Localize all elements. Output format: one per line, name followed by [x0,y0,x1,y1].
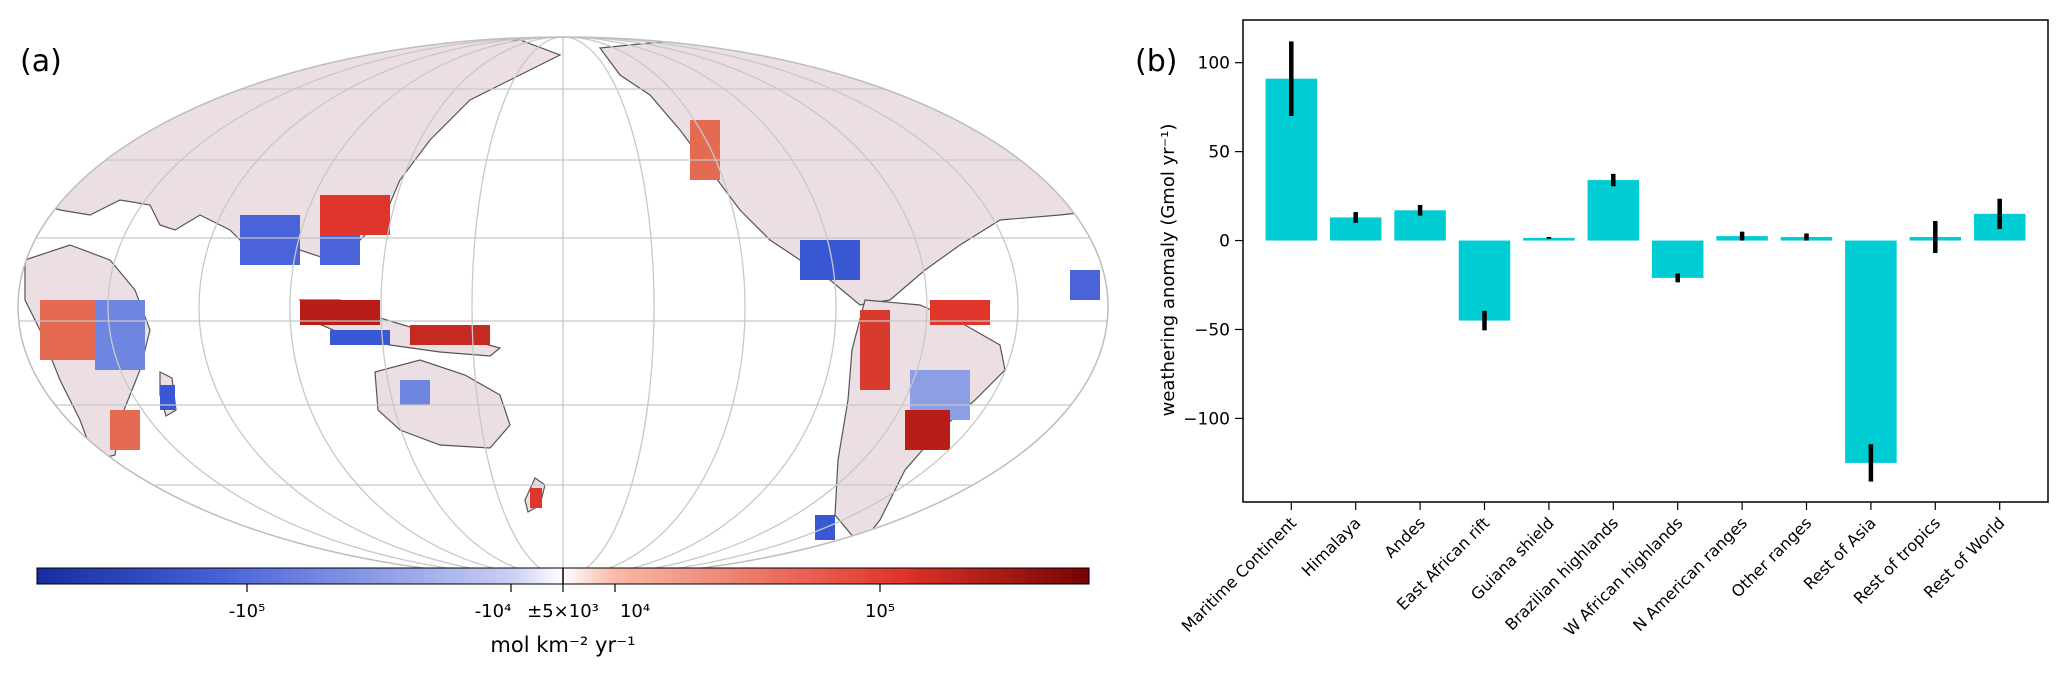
weathering-anomaly-patches [40,120,1100,540]
x-axis-ticks: Maritime Continent Himalaya Andes East A… [1178,502,2009,640]
anomaly-negative [240,215,300,265]
error-bars [1289,41,2002,482]
y-tick-label: 0 [1219,232,1230,252]
colorbar-tick-label: -10⁵ [229,601,266,622]
anomaly-positive [40,300,100,360]
x-tick-label: Himalaya [1298,513,1365,580]
graticule [18,37,1108,577]
x-tick-label: Andes [1381,513,1429,561]
x-tick-label: W African highlands [1560,513,1686,639]
y-tick-label: −50 [1194,320,1230,340]
anomaly-negative [320,235,360,265]
y-axis-label: weathering anomaly (Gmol yr⁻¹) [1158,124,1179,417]
bar [1587,180,1640,241]
y-tick-label: 100 [1198,54,1230,74]
colorbar-tick-label: ±5×10³ [527,601,599,622]
colorbar-tick-label: 10⁵ [865,601,895,622]
colorbar-unit-label: mol km⁻² yr⁻¹ [490,633,635,657]
anomaly-positive [690,120,720,180]
panel-b-label: (b) [1135,44,1177,79]
anomaly-negative [160,385,175,410]
bar [1845,240,1897,463]
bar [1458,240,1511,321]
x-tick-label: N American ranges [1629,513,1751,635]
anomaly-negative [400,380,430,405]
bar [1329,217,1382,241]
anomaly-negative [800,240,860,280]
anomaly-positive [320,195,390,235]
bar [1651,240,1704,278]
y-axis-ticks: 100 50 0 −50 −100 [1183,54,1243,429]
plot-frame [1242,19,2049,503]
y-tick-label: −100 [1183,409,1230,429]
panel-a-label: (a) [20,44,62,79]
anomaly-negative [95,300,145,370]
anomaly-positive [860,310,890,390]
anomaly-negative [1070,270,1100,300]
anomaly-positive [410,325,490,345]
bar-series [1265,78,2026,463]
bar [1523,237,1575,241]
x-tick-label: Brazilian highlands [1501,513,1622,634]
anomaly-positive [110,410,140,450]
colorbar: -10⁵ -10⁴ ±5×10³ 10⁴ 10⁵ mol km⁻² yr⁻¹ [36,567,1090,657]
land-greenland [1009,59,1101,121]
x-tick-label: Maritime Continent [1178,513,1300,635]
colorbar-tick-label: -10⁴ [475,601,512,622]
colorbar-tick-label: 10⁴ [620,601,650,622]
anomaly-positive [905,410,950,450]
anomaly-positive [530,488,542,508]
world-map [18,37,1108,577]
anomaly-negative [330,330,390,345]
y-tick-label: 50 [1208,143,1230,163]
